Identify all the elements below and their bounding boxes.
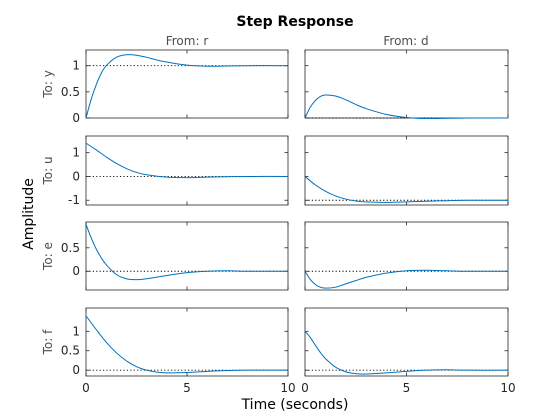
xtick-label: 0 [301,381,309,395]
response-curve-d-to-y [304,94,509,120]
subplot-grid: 0 0.5 1 To: y -1 0 1 To: u 0 0.5 To: e 0 0.5 1 To: f 0 5… [41,49,516,395]
ytick-label: 1 [72,59,80,73]
subplot-r-to-y: 0 0.5 1 To: y [41,49,289,125]
row-label: To: e [41,242,55,271]
axes-box-r-to-f [85,307,289,377]
x-axis-label: Time (seconds) [241,397,349,413]
subplot-d-to-y [304,49,509,120]
ytick-label: 0 [72,111,80,125]
response-curve-d-to-e [304,269,509,289]
axes-box-r-to-e [85,221,289,291]
ytick-label: 0.5 [61,85,80,99]
subplot-d-to-f: 0 5 10 [301,307,516,395]
chart-title: Step Response [236,14,353,30]
xtick-label: 5 [403,381,411,395]
xtick-label: 0 [82,381,90,395]
xtick-label: 10 [500,381,515,395]
row-label: To: y [41,70,55,99]
ytick-label: 0.5 [61,241,80,255]
ytick-label: 1 [72,324,80,338]
ytick-label: 0.5 [61,344,80,358]
axes-box-r-to-u [85,135,289,206]
ytick-label: 0 [72,264,80,278]
column-label-r: From: r [166,34,209,48]
response-curve-d-to-u [304,176,509,203]
row-label: To: f [41,329,55,355]
response-curve-d-to-f [304,330,509,375]
subplot-r-to-u: -1 0 1 To: u [41,135,289,207]
response-curve-r-to-u [85,142,289,179]
response-curve-r-to-y [85,54,289,119]
ytick-label: -1 [68,193,80,207]
subplot-r-to-f: 0 0.5 1 To: f 0 5 10 [41,307,296,395]
subplot-d-to-e [304,221,509,291]
axes-box-d-to-f [304,307,509,377]
y-axis-label: Amplitude [21,178,37,250]
response-curve-r-to-e [85,224,289,281]
response-curve-r-to-f [85,315,289,374]
axes-box-d-to-y [304,49,509,119]
xtick-label: 5 [183,381,191,395]
axes-box-d-to-e [304,221,509,291]
ytick-label: 1 [72,146,80,160]
subplot-r-to-e: 0 0.5 To: e [41,221,289,291]
ytick-label: 0 [72,363,80,377]
axes-box-d-to-u [304,135,509,206]
subplot-d-to-u [304,135,509,206]
xtick-label: 10 [280,381,295,395]
column-label-d: From: d [383,34,428,48]
row-label: To: u [41,156,55,185]
axes-box-r-to-y [85,49,289,119]
ytick-label: 0 [72,169,80,183]
